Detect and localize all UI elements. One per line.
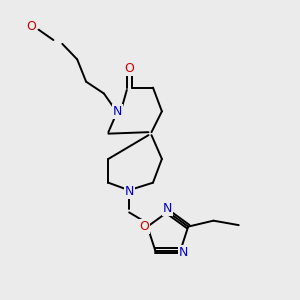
Text: O: O [139, 220, 149, 233]
Text: N: N [124, 185, 134, 198]
Text: N: N [163, 202, 172, 215]
Text: O: O [124, 62, 134, 75]
Text: N: N [179, 245, 188, 259]
Text: N: N [112, 105, 122, 118]
Text: O: O [26, 20, 36, 33]
